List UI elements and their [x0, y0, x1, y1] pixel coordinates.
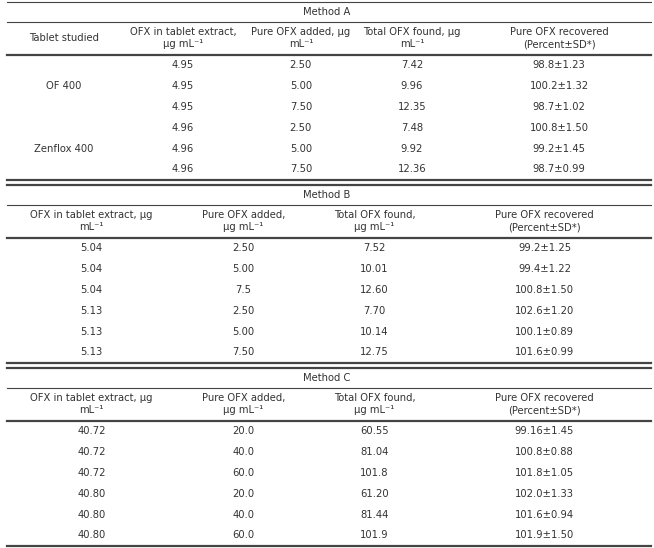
Text: 100.8±1.50: 100.8±1.50: [530, 123, 589, 133]
Text: 40.72: 40.72: [77, 468, 106, 478]
Text: 7.50: 7.50: [232, 347, 255, 357]
Text: 102.6±1.20: 102.6±1.20: [515, 306, 574, 316]
Text: 7.5: 7.5: [235, 285, 252, 295]
Text: 98.7±0.99: 98.7±0.99: [533, 164, 585, 174]
Text: Total OFX found, μg
mL⁻¹: Total OFX found, μg mL⁻¹: [363, 27, 461, 49]
Text: OFX in tablet extract, μg
mL⁻¹: OFX in tablet extract, μg mL⁻¹: [30, 393, 153, 415]
Text: Pure OFX recovered
(Percent±SD*): Pure OFX recovered (Percent±SD*): [495, 210, 594, 232]
Text: 9.96: 9.96: [401, 81, 423, 91]
Text: 102.0±1.33: 102.0±1.33: [515, 489, 574, 499]
Text: 4.95: 4.95: [172, 60, 194, 70]
Text: 60.0: 60.0: [233, 468, 254, 478]
Text: 5.00: 5.00: [233, 264, 254, 274]
Text: 7.42: 7.42: [401, 60, 423, 70]
Text: Tablet studied: Tablet studied: [29, 33, 99, 43]
Text: 100.8±1.50: 100.8±1.50: [515, 285, 574, 295]
Text: Pure OFX recovered
(Percent±SD*): Pure OFX recovered (Percent±SD*): [510, 27, 608, 49]
Text: 4.95: 4.95: [172, 81, 194, 91]
Text: 40.0: 40.0: [233, 447, 254, 457]
Text: 100.2±1.32: 100.2±1.32: [530, 81, 589, 91]
Text: 2.50: 2.50: [232, 243, 255, 253]
Text: 20.0: 20.0: [233, 426, 254, 436]
Text: 4.96: 4.96: [172, 123, 194, 133]
Text: 5.13: 5.13: [80, 306, 103, 316]
Text: 7.50: 7.50: [290, 164, 312, 174]
Text: 60.0: 60.0: [233, 530, 254, 540]
Text: 99.16±1.45: 99.16±1.45: [515, 426, 574, 436]
Text: OFX in tablet extract,
μg mL⁻¹: OFX in tablet extract, μg mL⁻¹: [129, 27, 237, 49]
Text: Total OFX found,
μg mL⁻¹: Total OFX found, μg mL⁻¹: [334, 393, 415, 415]
Text: 2.50: 2.50: [290, 60, 312, 70]
Text: Pure OFX added,
μg mL⁻¹: Pure OFX added, μg mL⁻¹: [202, 393, 285, 415]
Text: 7.70: 7.70: [363, 306, 386, 316]
Text: 5.13: 5.13: [80, 327, 103, 336]
Text: Method B: Method B: [303, 190, 351, 200]
Text: 5.13: 5.13: [80, 347, 103, 357]
Text: 5.00: 5.00: [290, 144, 312, 153]
Text: 7.50: 7.50: [290, 102, 312, 112]
Text: 20.0: 20.0: [233, 489, 254, 499]
Text: 5.00: 5.00: [233, 327, 254, 336]
Text: 2.50: 2.50: [232, 306, 255, 316]
Text: 98.7±1.02: 98.7±1.02: [533, 102, 585, 112]
Text: Zenflox 400: Zenflox 400: [34, 144, 94, 153]
Text: 101.9: 101.9: [360, 530, 388, 540]
Text: 7.48: 7.48: [401, 123, 423, 133]
Text: 40.72: 40.72: [77, 447, 106, 457]
Text: 5.00: 5.00: [290, 81, 312, 91]
Text: 10.01: 10.01: [360, 264, 388, 274]
Text: 12.60: 12.60: [360, 285, 388, 295]
Text: 61.20: 61.20: [360, 489, 388, 499]
Text: 5.04: 5.04: [80, 243, 103, 253]
Text: 99.2±1.45: 99.2±1.45: [532, 144, 586, 153]
Text: 40.0: 40.0: [233, 510, 254, 520]
Text: Pure OFX added,
μg mL⁻¹: Pure OFX added, μg mL⁻¹: [202, 210, 285, 232]
Text: 101.9±1.50: 101.9±1.50: [515, 530, 574, 540]
Text: 40.80: 40.80: [77, 489, 106, 499]
Text: OFX in tablet extract, μg
mL⁻¹: OFX in tablet extract, μg mL⁻¹: [30, 210, 153, 232]
Text: 9.92: 9.92: [401, 144, 423, 153]
Text: 5.04: 5.04: [80, 285, 103, 295]
Text: 101.6±0.99: 101.6±0.99: [515, 347, 574, 357]
Text: Pure OFX recovered
(Percent±SD*): Pure OFX recovered (Percent±SD*): [495, 393, 594, 415]
Text: 99.2±1.25: 99.2±1.25: [518, 243, 571, 253]
Text: 100.1±0.89: 100.1±0.89: [515, 327, 574, 336]
Text: 98.8±1.23: 98.8±1.23: [533, 60, 585, 70]
Text: Method A: Method A: [303, 7, 351, 17]
Text: 101.8: 101.8: [360, 468, 388, 478]
Text: 5.04: 5.04: [80, 264, 103, 274]
Text: 101.6±0.94: 101.6±0.94: [515, 510, 574, 520]
Text: 81.44: 81.44: [360, 510, 388, 520]
Text: Total OFX found,
μg mL⁻¹: Total OFX found, μg mL⁻¹: [334, 210, 415, 232]
Text: 7.52: 7.52: [363, 243, 386, 253]
Text: 40.72: 40.72: [77, 426, 106, 436]
Text: 101.8±1.05: 101.8±1.05: [515, 468, 574, 478]
Text: 12.36: 12.36: [398, 164, 426, 174]
Text: 4.96: 4.96: [172, 164, 194, 174]
Text: 40.80: 40.80: [77, 530, 106, 540]
Text: 10.14: 10.14: [360, 327, 388, 336]
Text: Pure OFX added, μg
mL⁻¹: Pure OFX added, μg mL⁻¹: [251, 27, 351, 49]
Text: 81.04: 81.04: [360, 447, 388, 457]
Text: OF 400: OF 400: [46, 81, 82, 91]
Text: 99.4±1.22: 99.4±1.22: [518, 264, 571, 274]
Text: 2.50: 2.50: [290, 123, 312, 133]
Text: 12.75: 12.75: [360, 347, 388, 357]
Text: Method C: Method C: [303, 373, 351, 383]
Text: 100.8±0.88: 100.8±0.88: [515, 447, 574, 457]
Text: 4.95: 4.95: [172, 102, 194, 112]
Text: 40.80: 40.80: [77, 510, 106, 520]
Text: 60.55: 60.55: [360, 426, 388, 436]
Text: 4.96: 4.96: [172, 144, 194, 153]
Text: 12.35: 12.35: [398, 102, 426, 112]
